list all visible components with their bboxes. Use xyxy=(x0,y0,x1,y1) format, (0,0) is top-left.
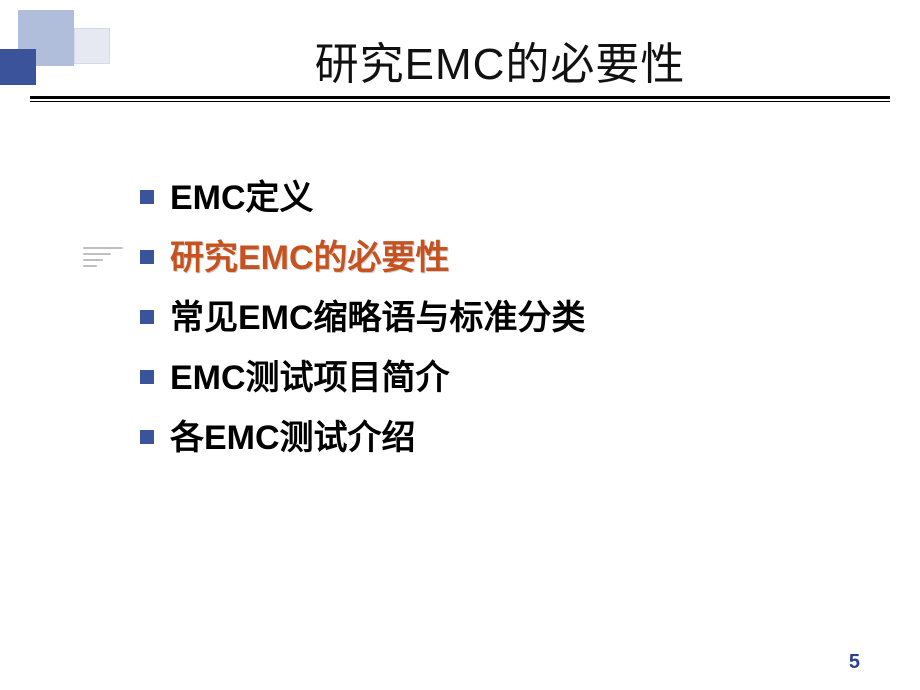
bullet-icon xyxy=(140,190,154,204)
list-item: 各EMC测试介绍 xyxy=(140,416,700,462)
bullet-icon xyxy=(140,430,154,444)
list-item-label: 研究EMC的必要性 xyxy=(170,236,450,282)
deco-square-dark xyxy=(0,49,36,85)
pointer-hand-icon xyxy=(82,244,126,278)
list-item: 研究EMC的必要性 xyxy=(140,236,700,282)
bullet-list: EMC定义 研究EMC的必要性 常见EMC缩略语与标准分类 EMC测试项目简介 … xyxy=(140,176,700,475)
bullet-icon xyxy=(140,370,154,384)
list-item: EMC定义 xyxy=(140,176,700,222)
list-item-label: EMC测试项目简介 xyxy=(170,356,450,402)
page-number: 5 xyxy=(849,651,860,674)
title-divider xyxy=(30,96,890,99)
slide-title: 研究EMC的必要性 xyxy=(200,28,800,92)
slide-title-wrap: 研究EMC的必要性 xyxy=(200,28,800,92)
corner-decoration xyxy=(0,10,115,70)
deco-square-pale xyxy=(74,28,110,64)
list-item-label: 常见EMC缩略语与标准分类 xyxy=(170,296,586,342)
bullet-icon xyxy=(140,310,154,324)
list-item: EMC测试项目简介 xyxy=(140,356,700,402)
bullet-icon xyxy=(140,250,154,264)
list-item-label: EMC定义 xyxy=(170,176,314,222)
list-item: 常见EMC缩略语与标准分类 xyxy=(140,296,700,342)
list-item-label: 各EMC测试介绍 xyxy=(170,416,416,462)
